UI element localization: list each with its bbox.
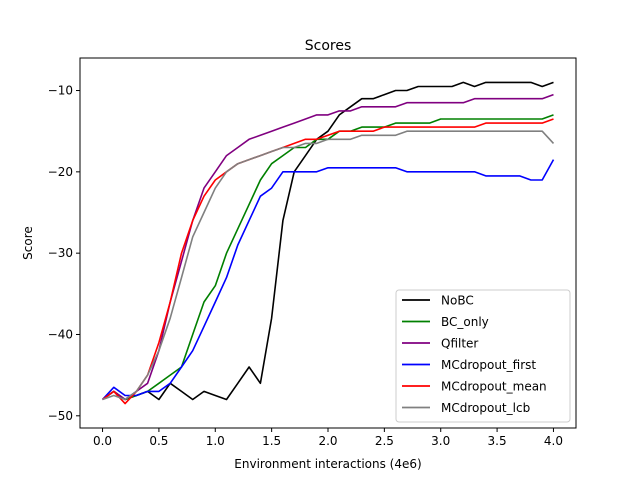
series-line-qfilter	[102, 93, 554, 401]
y-axis-label: Score	[21, 226, 35, 260]
y-tick-label: −30	[48, 246, 73, 260]
series-line-nobc	[102, 81, 554, 401]
series-line-mcdropout-first	[101, 159, 555, 401]
y-tick-label: −10	[48, 84, 73, 98]
y-axis-ticks: −50 −40 −30 −20 −10	[48, 84, 80, 423]
y-tick-label: −20	[48, 165, 73, 179]
legend-label: MCdropout_mean	[441, 380, 547, 394]
legend-box	[395, 289, 571, 423]
x-tick-label: 0.5	[149, 434, 168, 448]
x-tick-label: 3.0	[431, 434, 450, 448]
x-tick-label: 2.5	[375, 434, 394, 448]
x-axis-label: Environment interactions (4e6)	[234, 457, 421, 471]
x-tick-label: 4.0	[544, 434, 563, 448]
x-tick-label: 0.0	[93, 434, 112, 448]
legend-label: MCdropout_lcb	[441, 401, 530, 415]
series-layer	[101, 81, 555, 405]
x-tick-label: 1.0	[206, 434, 225, 448]
x-axis-ticks: 0.0 0.5 1.0 1.5 2.0 2.5 3.0 3.5 4.0	[93, 428, 563, 448]
x-tick-label: 3.5	[488, 434, 507, 448]
y-tick-label: −40	[48, 327, 73, 341]
legend-items: NoBC BC_only Qfilter MCdropout_first MCdropo…	[402, 294, 547, 415]
series-line-mcdropout-lcb	[102, 130, 555, 401]
x-tick-label: 2.0	[318, 434, 337, 448]
legend-label: MCdropout_first	[441, 358, 536, 372]
legend-label: NoBC	[441, 294, 474, 308]
legend: NoBC BC_only Qfilter MCdropout_first MCdropo…	[395, 289, 571, 423]
legend-label: BC_only	[441, 315, 489, 329]
legend-label: Qfilter	[441, 337, 478, 351]
x-tick-label: 1.5	[262, 434, 281, 448]
series-line-mcdropout-mean	[102, 118, 554, 405]
chart-title: Scores	[305, 38, 352, 54]
y-tick-label: −50	[48, 409, 73, 423]
